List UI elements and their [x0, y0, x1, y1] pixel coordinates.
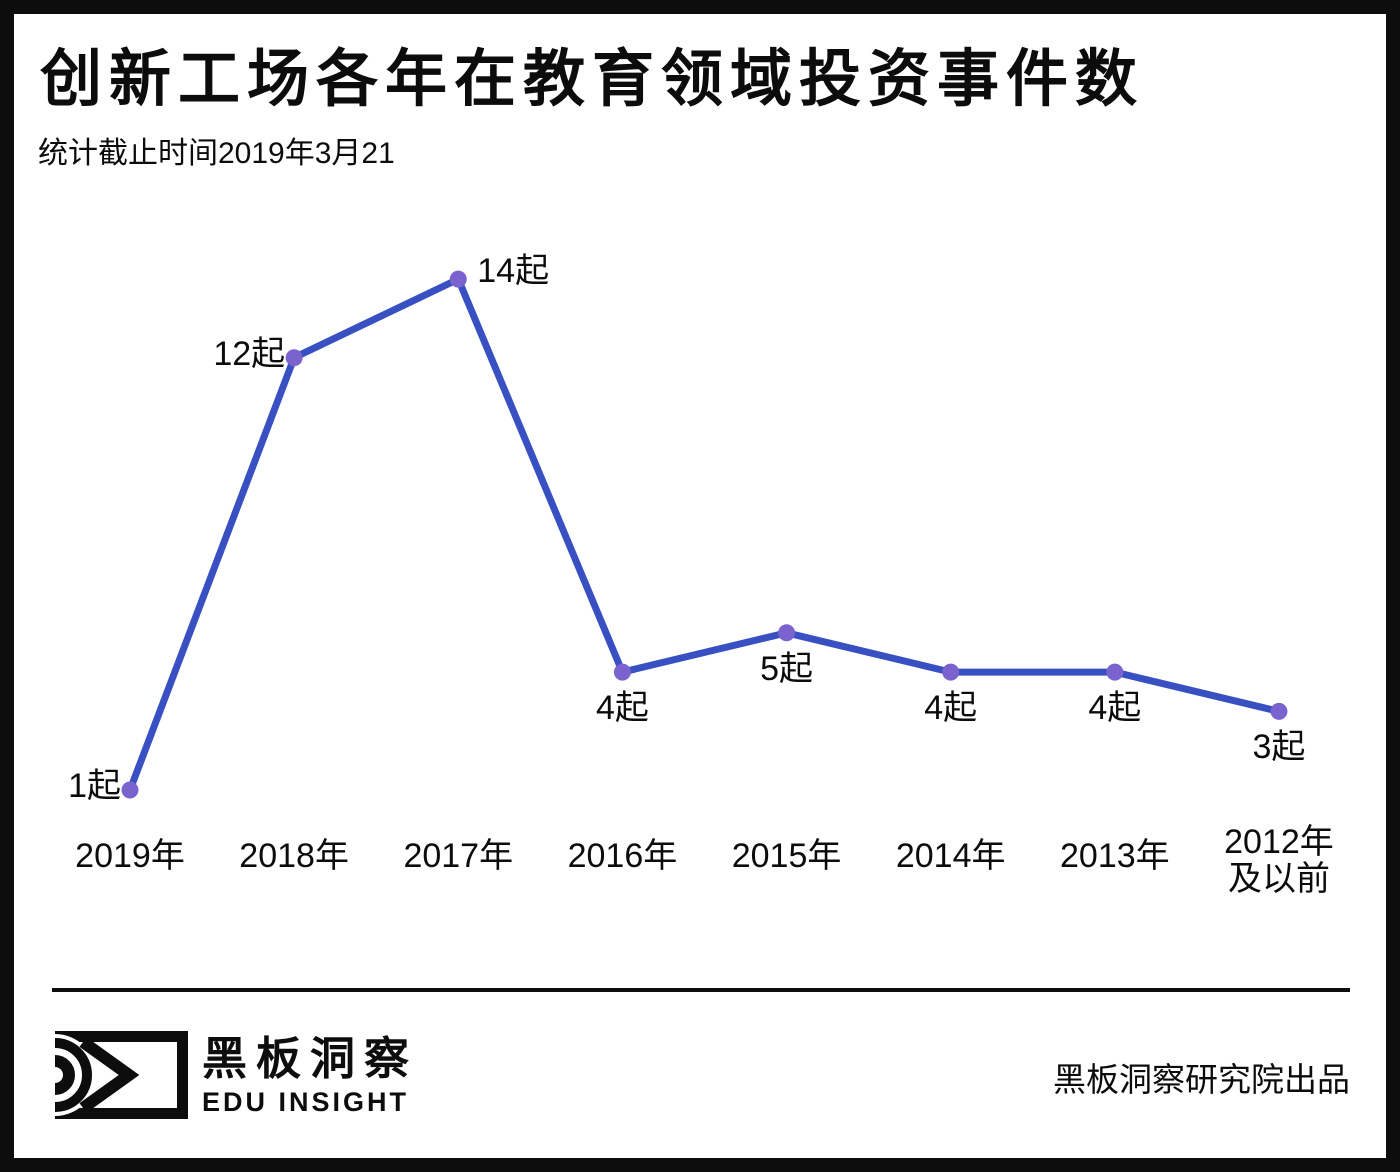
brand-name-en: EDU INSIGHT: [202, 1087, 410, 1118]
x-axis-label: 2012年 及以前: [1224, 823, 1334, 898]
footer-credit: 黑板洞察研究院出品: [1053, 1061, 1350, 1098]
logo-eye-chevron-icon: [79, 1037, 140, 1113]
logo-board-icon: [55, 1031, 188, 1119]
x-axis-label: 2015年: [731, 837, 842, 875]
brand-block: 黑板洞察 EDU INSIGHT: [202, 1035, 418, 1118]
data-point-marker: [613, 663, 631, 681]
data-point-marker: [1106, 663, 1124, 681]
point-value-label: 4起: [924, 689, 978, 728]
point-value-label: 4起: [595, 689, 649, 728]
data-point-marker: [942, 663, 960, 681]
x-axis-label: 2013年: [1060, 837, 1170, 875]
data-point-marker: [778, 624, 796, 642]
x-axis-label: 2017年: [403, 837, 514, 875]
point-value-label: 1起: [68, 767, 121, 805]
x-axis-label: 2016年: [567, 837, 678, 875]
logo-eye-pupil-icon: [55, 1055, 75, 1095]
infographic-canvas: 创新工场各年在教育领域投资事件数 统计截止时间2019年3月21 黑板洞察 ED…: [14, 14, 1386, 1158]
page-title: 创新工场各年在教育领域投资事件数: [40, 45, 1145, 114]
trend-line: [126, 275, 1283, 794]
footer-divider: [52, 988, 1350, 992]
brand-eye-logo-icon: [55, 1031, 188, 1119]
x-axis-label: 2018年: [239, 837, 349, 875]
point-value-label: 5起: [760, 649, 814, 688]
point-value-label: 12起: [213, 334, 286, 373]
x-axis-label: 2019年: [75, 837, 185, 875]
point-value-label: 4起: [1088, 689, 1142, 728]
page-subtitle: 统计截止时间2019年3月21: [38, 137, 395, 170]
brand-name-cn: 黑板洞察: [202, 1033, 419, 1084]
data-point-marker: [121, 781, 139, 799]
point-value-label: 14起: [477, 252, 550, 291]
point-value-label: 3起: [1252, 728, 1306, 767]
data-point-marker: [449, 270, 467, 288]
data-point-marker: [285, 349, 303, 367]
data-point-marker: [1270, 702, 1288, 720]
x-axis-label: 2014年: [895, 837, 1006, 875]
logo-eye-outer-arc-icon: [55, 1038, 92, 1112]
